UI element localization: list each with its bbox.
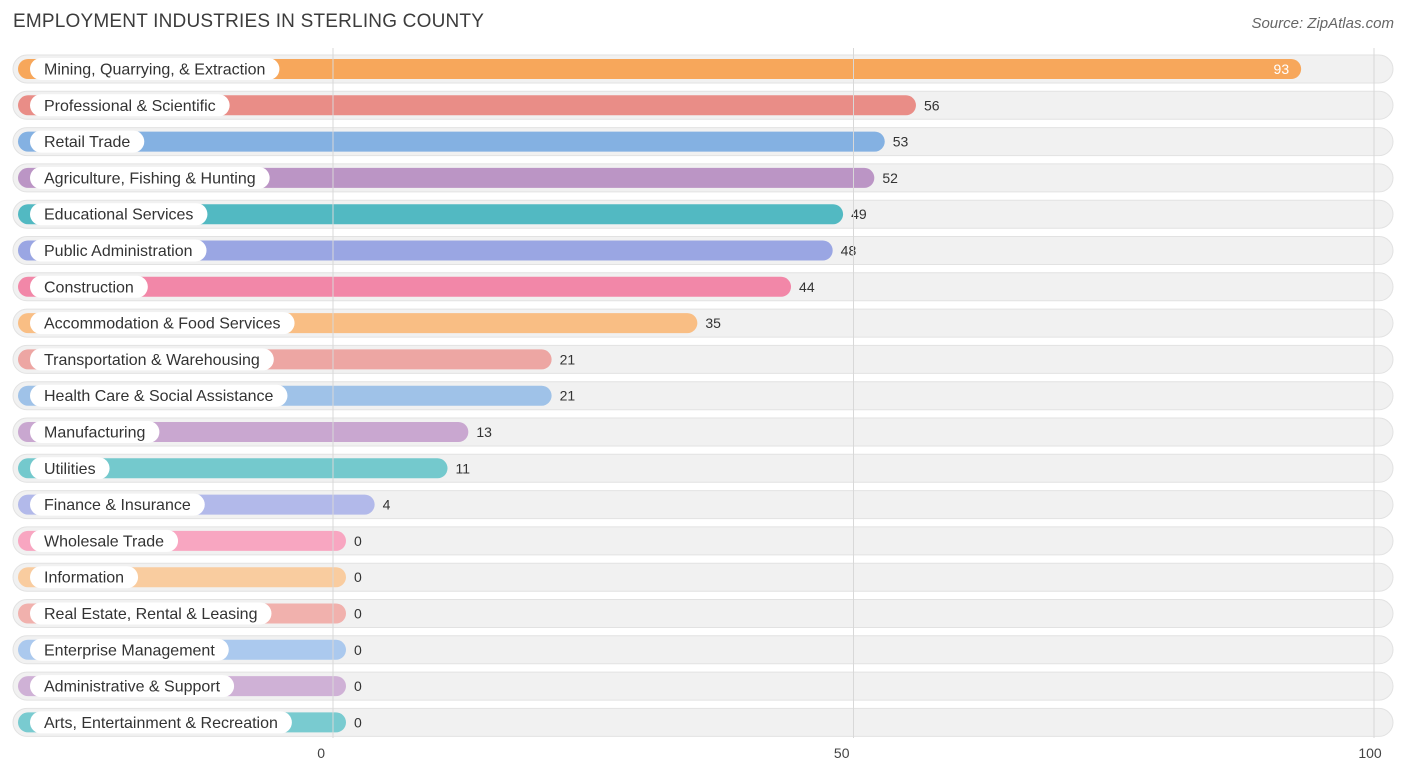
- category-label-pill: [30, 493, 205, 516]
- category-label: Transportation & Warehousing: [44, 352, 260, 369]
- category-label: Construction: [44, 279, 134, 296]
- category-label: Finance & Insurance: [44, 497, 191, 514]
- category-label: Professional & Scientific: [44, 98, 216, 115]
- value-label: 52: [882, 170, 898, 186]
- bar-row: Administrative & Support 0: [12, 671, 1394, 701]
- bar-rows: Mining, Quarrying, & Extraction 93 Profess…: [12, 54, 1394, 737]
- bar: [18, 240, 833, 261]
- category-label-pill: [30, 166, 270, 189]
- row-background: [12, 599, 1394, 628]
- bar-row: Real Estate, Rental & Leasing 0: [12, 599, 1394, 628]
- value-label: 49: [851, 206, 867, 222]
- value-label: 0: [354, 714, 362, 730]
- category-label: Arts, Entertainment & Recreation: [44, 715, 278, 732]
- category-label-pill: [30, 130, 145, 153]
- source-attribution: Source: ZipAtlas.com: [1251, 15, 1394, 32]
- row-background: [12, 671, 1394, 701]
- bar-row: Transportation & Warehousing 21: [12, 344, 1394, 374]
- category-label: Information: [44, 570, 124, 587]
- category-label: Wholesale Trade: [44, 533, 164, 550]
- bar: [18, 95, 916, 116]
- category-label-pill: [30, 58, 280, 80]
- category-label-pill: [30, 711, 292, 734]
- value-label: 11: [456, 460, 471, 476]
- category-label-pill: [30, 384, 288, 407]
- bar-row: Arts, Entertainment & Recreation 0: [12, 707, 1394, 737]
- category-label-pill: [30, 312, 295, 335]
- bar-row: Retail Trade 53: [12, 127, 1394, 157]
- bar: [18, 59, 1302, 79]
- category-label-pill: [30, 675, 235, 698]
- category-label: Agriculture, Fishing & Hunting: [44, 170, 256, 187]
- category-label: Public Administration: [44, 243, 193, 260]
- value-label: 21: [560, 351, 576, 367]
- category-label-pill: [30, 239, 207, 262]
- category-label: Utilities: [44, 461, 96, 478]
- bar-row: Utilities 11: [12, 453, 1394, 483]
- bar-row: Wholesale Trade 0: [12, 526, 1394, 556]
- category-label: Health Care & Social Assistance: [44, 388, 274, 405]
- category-label-pill: [30, 529, 179, 552]
- row-background: [12, 562, 1394, 592]
- value-label: 0: [354, 642, 362, 658]
- category-label-pill: [30, 457, 110, 480]
- bar-row: Information 0: [12, 562, 1394, 592]
- value-label: 0: [354, 569, 362, 585]
- bar-row: Finance & Insurance 4: [12, 490, 1394, 520]
- category-label: Real Estate, Rental & Leasing: [44, 606, 257, 623]
- bar-row: Construction 44: [12, 272, 1394, 302]
- value-label: 0: [354, 533, 362, 549]
- value-label: 48: [841, 243, 857, 259]
- category-label-pill: [30, 348, 274, 371]
- bar-row: Accommodation & Food Services 35: [12, 308, 1394, 338]
- category-label: Manufacturing: [44, 425, 145, 442]
- x-tick-label: 50: [834, 745, 850, 761]
- bar-row: Agriculture, Fishing & Hunting 52: [12, 163, 1394, 193]
- bar-row: Mining, Quarrying, & Extraction 93: [12, 54, 1394, 84]
- category-label-pill: [30, 203, 208, 226]
- bar-row: Public Administration 48: [12, 236, 1394, 265]
- category-label: Enterprise Management: [44, 642, 215, 659]
- bar: [18, 276, 792, 297]
- value-label: 56: [924, 97, 940, 113]
- row-background: [12, 707, 1394, 737]
- category-label: Administrative & Support: [44, 679, 221, 696]
- x-tick-label: 0: [317, 745, 325, 761]
- bar-row: Professional & Scientific 56: [12, 90, 1394, 120]
- category-label: Mining, Quarrying, & Extraction: [44, 62, 265, 79]
- bar: [18, 131, 885, 152]
- bar-row: Educational Services 49: [12, 199, 1394, 229]
- value-label: 4: [383, 497, 391, 513]
- x-tick-label: 100: [1358, 745, 1382, 761]
- gridlines: 0 50 100: [317, 48, 1382, 761]
- category-label: Retail Trade: [44, 134, 130, 151]
- value-label: 44: [799, 279, 815, 295]
- bar: [18, 458, 448, 479]
- category-label-pill: [30, 602, 272, 625]
- category-label-pill: [30, 421, 160, 443]
- category-label: Educational Services: [44, 207, 193, 224]
- value-label: 93: [1274, 61, 1290, 77]
- row-background: [12, 635, 1394, 665]
- bar-row: Health Care & Social Assistance 21: [12, 381, 1394, 411]
- value-label: 0: [354, 606, 362, 622]
- category-label-pill: [30, 275, 148, 298]
- category-label-pill: [30, 566, 139, 589]
- value-label: 35: [705, 315, 721, 331]
- value-label: 53: [893, 134, 909, 150]
- bar-row: Enterprise Management 0: [12, 635, 1394, 665]
- bar: [18, 204, 844, 225]
- row-background: [12, 526, 1394, 556]
- value-label: 21: [560, 388, 576, 404]
- value-label: 0: [354, 678, 362, 694]
- category-label: Accommodation & Food Services: [44, 316, 281, 333]
- category-label-pill: [30, 94, 230, 117]
- value-label: 13: [476, 424, 492, 440]
- chart-title: EMPLOYMENT INDUSTRIES IN STERLING COUNTY: [13, 11, 485, 32]
- category-label-pill: [30, 638, 229, 661]
- bar-row: Manufacturing 13: [12, 417, 1394, 447]
